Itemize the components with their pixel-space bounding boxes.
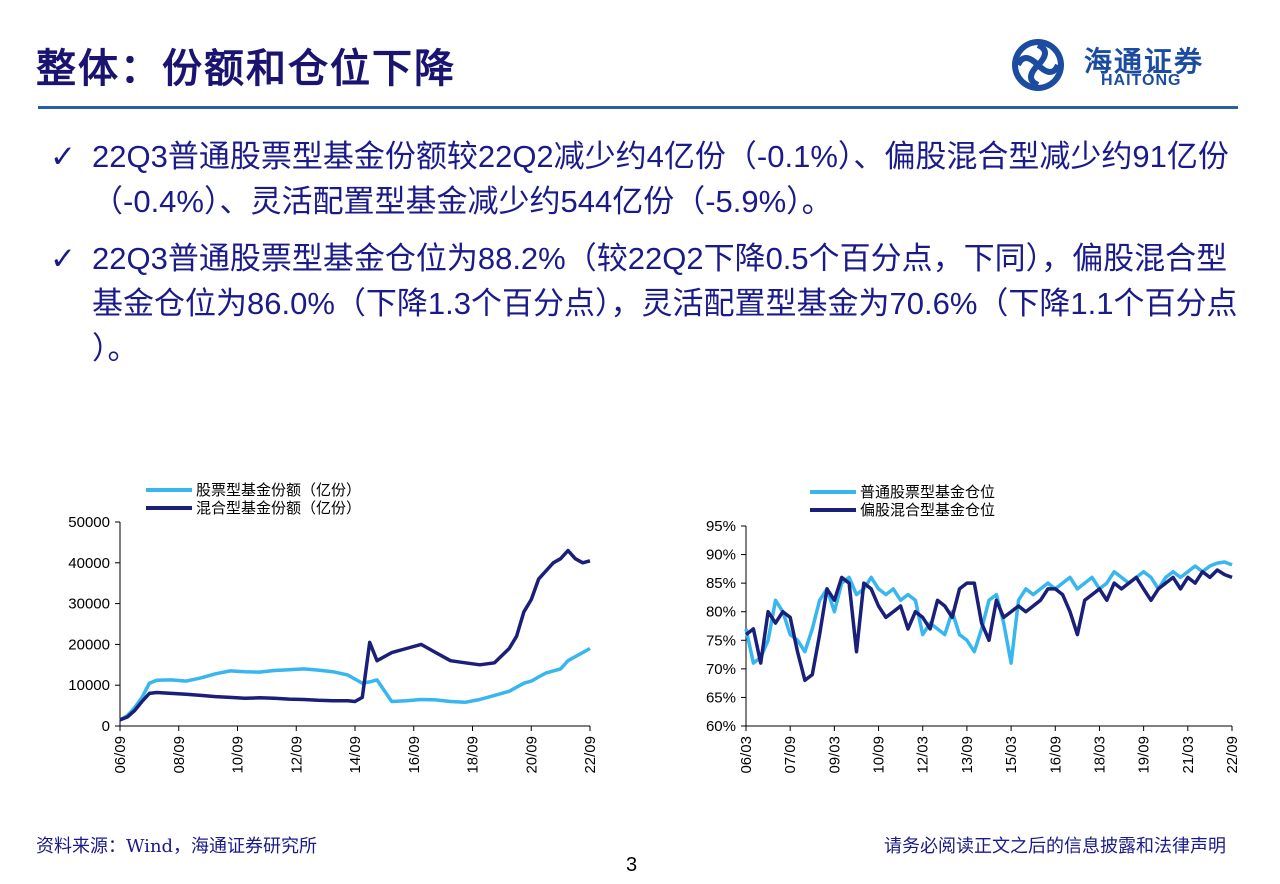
bullet-text: 22Q3普通股票型基金仓位为88.2%（较22Q2下降0.5个百分点，下同），偏… bbox=[92, 241, 1238, 366]
series-line-2 bbox=[744, 568, 1233, 683]
x-tick-label: 06/09 bbox=[112, 736, 129, 774]
legend-label: 混合型基金份额（亿份） bbox=[196, 499, 361, 517]
x-tick-label: 09/03 bbox=[826, 736, 843, 774]
x-tick-label: 14/09 bbox=[347, 736, 364, 774]
haitong-logo: 海通证券 HAITONG bbox=[1004, 36, 1234, 94]
data-source: 资料来源：Wind，海通证券研究所 bbox=[36, 836, 318, 857]
y-tick-label: 90% bbox=[706, 547, 736, 564]
series-line-1 bbox=[119, 646, 591, 722]
y-tick-label: 40000 bbox=[68, 555, 110, 572]
haitong-emblem-icon bbox=[1012, 39, 1064, 91]
legend-label: 偏股混合型基金仓位 bbox=[860, 501, 995, 519]
page-title: 整体：份额和仓位下降 bbox=[36, 45, 456, 92]
x-tick-label: 06/03 bbox=[738, 736, 755, 774]
logo-name-en: HAITONG bbox=[1101, 72, 1182, 89]
x-tick-label: 12/09 bbox=[288, 736, 305, 774]
page-number: 3 bbox=[626, 854, 638, 876]
check-icon: ✓ bbox=[50, 139, 76, 174]
x-tick-label: 18/03 bbox=[1091, 736, 1108, 774]
x-tick-label: 10/09 bbox=[230, 736, 247, 774]
y-tick-label: 50000 bbox=[68, 514, 110, 531]
title-divider bbox=[38, 106, 1238, 109]
y-tick-label: 70% bbox=[706, 661, 736, 678]
y-tick-label: 80% bbox=[706, 604, 736, 621]
y-tick-label: 65% bbox=[706, 689, 736, 706]
x-tick-label: 07/09 bbox=[782, 736, 799, 774]
fund-shares-chart: 0 10000 20000 30000 40000 50000 06/09 08/09 10/0… bbox=[20, 476, 620, 826]
x-tick-label: 18/09 bbox=[465, 736, 482, 774]
y-tick-label: 85% bbox=[706, 575, 736, 592]
fund-position-chart: 60% 65% 70% 75% 80% 85% 90% 95% 06/03 07/09 09/03 1… bbox=[660, 476, 1260, 826]
legend-label: 股票型基金份额（亿份） bbox=[196, 481, 361, 499]
x-tick-label: 13/09 bbox=[959, 736, 976, 774]
x-tick-label: 19/09 bbox=[1136, 736, 1153, 774]
y-tick-label: 60% bbox=[706, 718, 736, 735]
fund-shares-chart-svg: 0 10000 20000 30000 40000 50000 06/09 08/09 10/0… bbox=[68, 481, 599, 774]
x-tick-label: 15/03 bbox=[1003, 736, 1020, 774]
y-tick-label: 75% bbox=[706, 632, 736, 649]
x-tick-label: 12/03 bbox=[915, 736, 932, 774]
y-tick-label: 0 bbox=[102, 718, 110, 735]
bullet-list: ✓ 22Q3普通股票型基金份额较22Q2减少约4亿份（-0.1%）、偏股混合型减… bbox=[50, 134, 1250, 383]
x-tick-label: 22/09 bbox=[582, 736, 599, 774]
logo-name-cn: 海通证券 bbox=[1084, 45, 1205, 78]
x-tick-label: 21/03 bbox=[1180, 736, 1197, 774]
bullet-text: 22Q3普通股票型基金份额较22Q2减少约4亿份（-0.1%）、偏股混合型减少约… bbox=[92, 139, 1229, 219]
check-icon: ✓ bbox=[50, 241, 76, 276]
x-tick-label: 22/09 bbox=[1224, 736, 1241, 774]
x-tick-label: 20/09 bbox=[523, 736, 540, 774]
legend-label: 普通股票型基金仓位 bbox=[860, 483, 995, 501]
bullet-item: ✓ 22Q3普通股票型基金仓位为88.2%（较22Q2下降0.5个百分点，下同）… bbox=[50, 236, 1250, 371]
x-tick-label: 16/09 bbox=[1047, 736, 1064, 774]
x-tick-label: 08/09 bbox=[171, 736, 188, 774]
y-tick-label: 95% bbox=[706, 518, 736, 535]
y-tick-label: 10000 bbox=[68, 677, 110, 694]
y-tick-label: 30000 bbox=[68, 596, 110, 613]
x-tick-label: 16/09 bbox=[406, 736, 423, 774]
disclaimer: 请务必阅读正文之后的信息披露和法律声明 bbox=[884, 836, 1226, 857]
fund-position-chart-svg: 60% 65% 70% 75% 80% 85% 90% 95% 06/03 07/09 09/03 1… bbox=[706, 483, 1241, 774]
x-tick-label: 10/09 bbox=[871, 736, 888, 774]
y-tick-label: 20000 bbox=[68, 636, 110, 653]
series-line-2 bbox=[119, 548, 591, 722]
bullet-item: ✓ 22Q3普通股票型基金份额较22Q2减少约4亿份（-0.1%）、偏股混合型减… bbox=[50, 134, 1250, 224]
